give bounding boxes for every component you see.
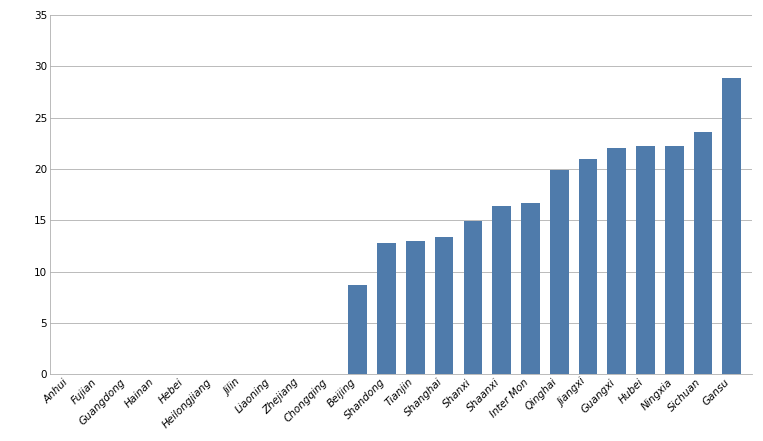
Bar bbox=[665, 146, 684, 374]
Bar bbox=[636, 146, 655, 374]
Bar bbox=[377, 243, 396, 374]
Bar bbox=[578, 159, 597, 374]
Bar bbox=[406, 241, 425, 374]
Bar bbox=[694, 132, 713, 374]
Bar bbox=[550, 170, 568, 374]
Bar bbox=[349, 285, 367, 374]
Bar bbox=[492, 206, 511, 374]
Bar bbox=[607, 149, 626, 374]
Bar bbox=[463, 221, 482, 374]
Bar bbox=[723, 78, 741, 374]
Bar bbox=[435, 237, 453, 374]
Bar bbox=[521, 203, 539, 374]
